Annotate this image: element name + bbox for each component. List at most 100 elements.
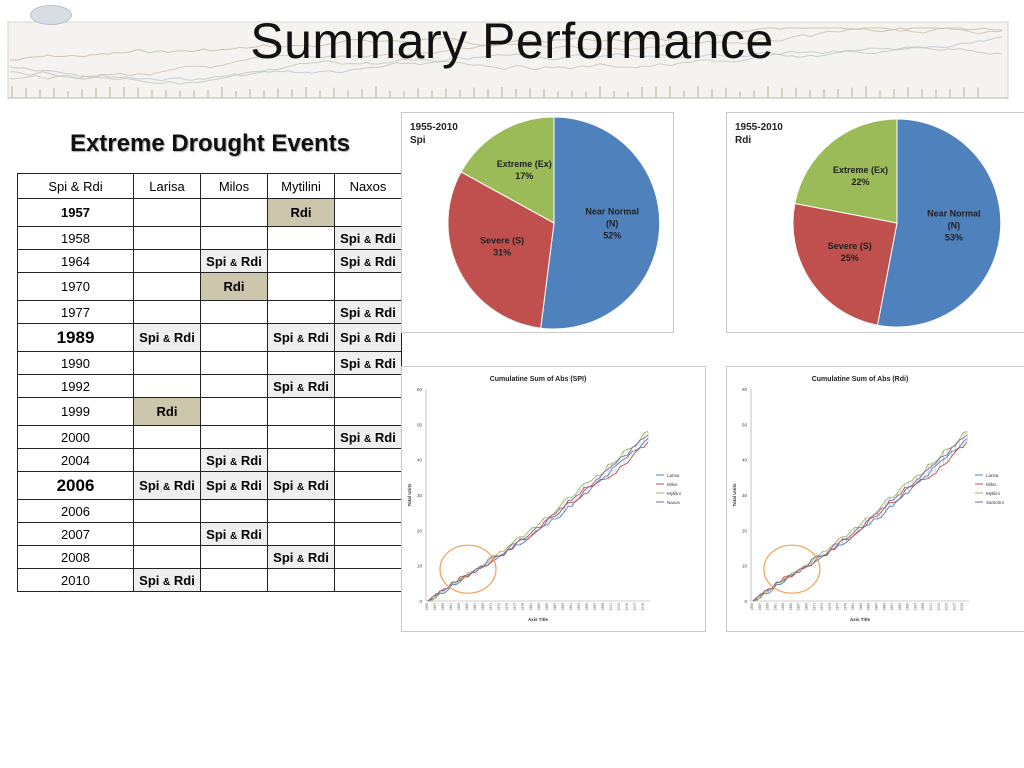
y-tick-label: 50 (417, 422, 423, 427)
x-tick-label: 2007 (633, 603, 637, 611)
x-tick-label: 1999 (921, 603, 925, 611)
event-cell (267, 272, 335, 301)
year-cell: 2006 (17, 499, 134, 523)
table-row: 1992 Spi & Rdi (17, 374, 402, 398)
table-row: 1977 Spi & Rdi (17, 300, 402, 324)
pie-slice-label: Extreme (Ex) (833, 165, 888, 175)
event-cell (334, 499, 402, 523)
event-cell (133, 499, 201, 523)
event-cell: Rdi (133, 397, 201, 426)
event-cell (267, 568, 335, 592)
x-tick-label: 1975 (828, 603, 832, 611)
pie-slice-label: Severe (S) (828, 241, 872, 251)
column-header: Mytilini (267, 173, 335, 199)
x-tick-label: 1965 (789, 603, 793, 611)
x-tick-label: 1967 (797, 603, 801, 611)
event-cell (267, 397, 335, 426)
x-tick-label: 1989 (882, 603, 886, 611)
x-tick-label: 1987 (875, 603, 879, 611)
x-tick-label: 1973 (497, 603, 501, 611)
x-tick-label: 2005 (945, 603, 949, 611)
x-tick-label: 1961 (773, 603, 777, 611)
x-tick-label: 2003 (937, 603, 941, 611)
pie-chart-spi: 1955-2010 Spi Near Normal (N) 52% Severe (S) 3… (410, 116, 661, 330)
x-tick-label: 1971 (812, 603, 816, 611)
line-chart-spi: Cumulatine Sum of Abs (SPI) 0 10 20 30 40 50 60… (407, 376, 681, 622)
pie-slice-label: 52% (603, 231, 621, 241)
line-chart-title: Cumulatine Sum of Abs (Rdi) (812, 376, 909, 383)
pie-slice-label: Severe (S) (480, 236, 524, 246)
event-cell: Spi & Rdi (334, 351, 402, 375)
x-tick-label: 1983 (537, 603, 541, 611)
x-tick-label: 1977 (513, 603, 517, 611)
event-cell: Spi & Rdi (267, 323, 335, 352)
event-cell (334, 448, 402, 472)
pie-slice (876, 118, 1002, 328)
x-tick-label: 1999 (601, 603, 605, 611)
event-cell (133, 425, 201, 449)
year-cell: 1989 (17, 323, 134, 352)
event-cell (133, 351, 201, 375)
event-cell (200, 300, 268, 324)
pie-slice (540, 116, 661, 330)
event-cell (200, 425, 268, 449)
table-header-row: Spi & Rdi Larisa Milos Mytilini Naxos (17, 173, 402, 199)
pie-chart-rdi: 1955-2010 Rdi Near Normal (N) 53% Severe (S) 2… (735, 118, 1002, 328)
pie-chart-spi-panel: 1955-2010 Spi Near Normal (N) 52% Severe (S) 3… (401, 112, 674, 333)
y-axis-label: Total Units (732, 483, 737, 506)
x-tick-label: 1979 (521, 603, 525, 611)
line-chart-rdi: Cumulatine Sum of Abs (Rdi) 0 10 20 30 40 50 60… (732, 376, 1004, 622)
event-cell: Spi & Rdi (133, 471, 201, 500)
line-chart-spi-panel: Cumulatine Sum of Abs (SPI) 0 10 20 30 40 50 60… (401, 366, 706, 632)
x-tick-label: 1987 (553, 603, 557, 611)
event-cell (133, 300, 201, 324)
x-tick-label: 1981 (851, 603, 855, 611)
pie-slice-label: 22% (851, 177, 869, 187)
pie-slice-label: Near Normal (927, 208, 981, 218)
event-cell: Spi & Rdi (334, 323, 402, 352)
event-cell (334, 568, 402, 592)
legend-label: Milos (667, 482, 678, 487)
year-cell: 2006 (17, 471, 134, 500)
x-tick-label: 1969 (805, 603, 809, 611)
legend-label: Mytilini (667, 491, 681, 496)
y-tick-label: 10 (742, 564, 748, 569)
x-tick-label: 2005 (625, 603, 629, 611)
pie-slice (460, 116, 555, 224)
banner-background (0, 0, 1024, 106)
event-cell (334, 522, 402, 546)
pie-slice (794, 118, 898, 224)
table-row: 2007 Spi & Rdi (17, 522, 402, 546)
event-cell (267, 425, 335, 449)
event-cell: Rdi (267, 198, 335, 227)
event-cell: Spi & Rdi (267, 471, 335, 500)
x-tick-label: 1963 (457, 603, 461, 611)
year-cell: 2010 (17, 568, 134, 592)
x-tick-label: 1963 (781, 603, 785, 611)
header-banner: Summary Performance (0, 0, 1024, 106)
event-cell (334, 471, 402, 500)
event-cell (267, 300, 335, 324)
event-cell (133, 545, 201, 569)
event-cell (267, 522, 335, 546)
event-cell: Spi & Rdi (334, 249, 402, 273)
x-tick-label: 1973 (820, 603, 824, 611)
year-cell: 2000 (17, 425, 134, 449)
y-tick-label: 30 (417, 493, 423, 498)
table-row: 1970 Rdi (17, 272, 402, 301)
line-chart-rdi-panel: Cumulatine Sum of Abs (Rdi) 0 10 20 30 40 50 60… (726, 366, 1024, 632)
series-line (752, 441, 968, 602)
table-row: 2010 Spi & Rdi (17, 568, 402, 592)
legend-label: Larisa (667, 473, 680, 478)
y-tick-label: 60 (417, 387, 423, 392)
event-cell (133, 522, 201, 546)
column-header: Spi & Rdi (17, 173, 134, 199)
pie-slice-label: 25% (841, 253, 859, 263)
x-tick-label: 2009 (960, 603, 964, 611)
year-cell: 1977 (17, 300, 134, 324)
pie-chart-rdi-panel: 1955-2010 Rdi Near Normal (N) 53% Severe (S) 2… (726, 112, 1024, 333)
x-tick-label: 1985 (867, 603, 871, 611)
drought-events-table: Spi & Rdi Larisa Milos Mytilini Naxos 1957 Rdi… (17, 173, 402, 592)
y-tick-label: 0 (419, 599, 422, 604)
section-heading: Extreme Drought Events (69, 130, 351, 157)
